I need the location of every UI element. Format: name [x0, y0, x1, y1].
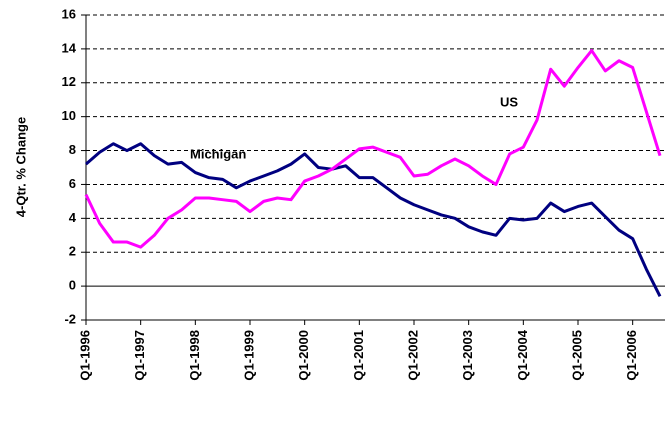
- series-label: Michigan: [190, 146, 246, 161]
- x-tick-label: Q1-2001: [351, 330, 366, 381]
- y-tick-label: 12: [62, 74, 76, 89]
- y-tick-label: 16: [62, 6, 76, 21]
- x-tick-label: Q1-2002: [405, 330, 420, 381]
- series-line: [84, 49, 662, 249]
- y-tick-label: 6: [69, 176, 76, 191]
- x-tick-label: Q1-1997: [132, 330, 147, 381]
- x-tick-label: Q1-2003: [460, 330, 475, 381]
- x-tick-label: Q1-1998: [187, 330, 202, 381]
- y-tick-label: 14: [62, 40, 77, 55]
- y-tick-label: 2: [69, 244, 76, 259]
- x-tick-label: Q1-2000: [296, 330, 311, 381]
- y-tick-label: -2: [64, 311, 76, 326]
- y-tick-label: 10: [62, 108, 76, 123]
- x-tick-label: Q1-1996: [77, 330, 92, 381]
- series-label: US: [500, 94, 518, 109]
- x-tick-label: Q1-2006: [624, 330, 639, 381]
- x-tick-label: Q1-1999: [241, 330, 256, 381]
- y-tick-label: 4: [69, 210, 77, 225]
- y-tick-label: 0: [69, 278, 76, 293]
- series-line: [85, 142, 662, 297]
- x-tick-label: Q1-2004: [515, 329, 530, 380]
- y-tick-label: 8: [69, 142, 76, 157]
- y-axis-title: 4-Qtr. % Change: [13, 117, 28, 217]
- x-tick-label: Q1-2005: [569, 330, 584, 381]
